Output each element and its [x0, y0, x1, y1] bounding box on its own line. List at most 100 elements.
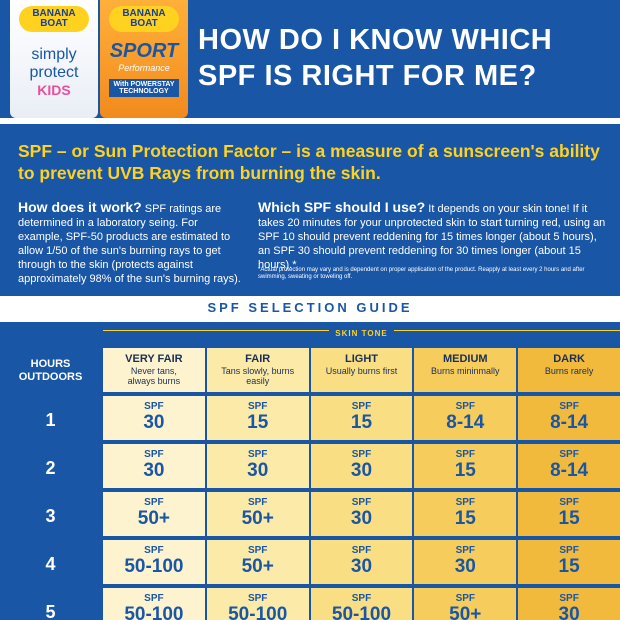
spf-value: 8-14 — [446, 412, 485, 433]
footnote: *Actual protection may vary and is depen… — [258, 267, 585, 280]
column-header: LIGHT Usually burns first — [310, 348, 413, 392]
spf-cell: SPF 30 — [103, 396, 205, 440]
column-header: VERY FAIR Never tans, always burns — [103, 348, 205, 392]
skin-tone-description: Burns mininmally — [431, 366, 500, 376]
logo: BANANA BOAT — [109, 6, 179, 32]
spf-value: 15 — [247, 412, 269, 433]
spf-label: SPF — [247, 449, 268, 460]
hours: 2 — [45, 458, 56, 478]
spf-label: SPF — [559, 545, 579, 556]
spf-cell: SPF 50-100 — [103, 588, 205, 620]
spf-value: 30 — [143, 412, 165, 433]
intro-band — [0, 124, 620, 296]
spf-cell: SPF 30 — [414, 540, 517, 584]
spf-value: 15 — [350, 412, 373, 433]
spf-value: 50+ — [241, 556, 274, 577]
spf-cell: SPF 8-14 — [518, 444, 620, 488]
spf-table: HOURS OUTDOORS VERY FAIR Never tans, alway… — [0, 348, 620, 620]
spf-label: SPF — [559, 449, 579, 460]
spf-value: 30 — [558, 604, 580, 620]
spf-cell: SPF 50-100 — [310, 588, 413, 620]
spf-cell: SPF 50+ — [206, 492, 309, 536]
spf-value: 15 — [558, 508, 580, 529]
spf-value: 30 — [143, 460, 165, 481]
product-name: Performance — [118, 63, 170, 73]
spf-cell: SPF 30 — [310, 492, 413, 536]
spf-label: SPF — [455, 401, 476, 412]
spf-label: SPF — [247, 545, 268, 556]
hours: 4 — [45, 554, 56, 574]
spf-label: SPF — [247, 497, 268, 508]
column-header: DARK Burns rarely — [518, 348, 620, 392]
guide-title: SPF SELECTION GUIDE — [207, 300, 413, 315]
product-name: KIDS — [37, 82, 71, 98]
spf-label: SPF — [351, 449, 372, 460]
spf-cell: SPF 50+ — [103, 492, 205, 536]
spf-label: SPF — [351, 497, 372, 508]
logo: BANANA BOAT — [19, 6, 89, 32]
spf-value: 8-14 — [550, 412, 589, 433]
spf-label: SPF — [559, 593, 579, 604]
right-column: Which SPF should I use? It depends on yo… — [258, 200, 608, 272]
spf-cell: SPF 30 — [518, 588, 620, 620]
spf-cell: SPF 30 — [310, 444, 413, 488]
skin-tone-label: SKIN TONE — [329, 329, 394, 338]
kids-bottle: BANANA BOAT simply protect KIDS — [10, 0, 98, 118]
spf-label: SPF — [455, 545, 476, 556]
skin-tone-name: DARK — [553, 353, 585, 365]
spf-label: SPF — [144, 449, 164, 460]
skin-tone-name: VERY FAIR — [125, 353, 183, 365]
spf-value: 50-100 — [124, 556, 184, 577]
hours: 5 — [45, 602, 56, 620]
spf-value: 50-100 — [228, 604, 288, 620]
spf-cell: SPF 30 — [206, 444, 309, 488]
headline: SPF – or Sun Protection Factor – is a me… — [18, 141, 600, 183]
spf-cell: SPF 50+ — [206, 540, 309, 584]
product-name: simply — [31, 46, 77, 63]
hours: 1 — [45, 410, 56, 430]
spf-label: SPF — [559, 401, 579, 412]
spf-value: 30 — [454, 556, 476, 577]
skin-tone-description: Burns rarely — [544, 366, 594, 376]
sport-bottle: BANANA BOAT SPORT Performance With POWER… — [100, 0, 188, 118]
spf-cell: SPF 15 — [310, 396, 413, 440]
skin-tone-name: MEDIUM — [442, 353, 488, 365]
column-header: FAIR Tans slowly, burns easily — [206, 348, 309, 392]
body: It depends on your skin tone! If it take… — [258, 203, 606, 271]
hours: 3 — [45, 506, 56, 526]
spf-value: 50-100 — [124, 604, 184, 620]
spf-label: SPF — [559, 497, 579, 508]
spf-label: SPF — [247, 401, 268, 412]
column-header: MEDIUM Burns mininmally — [414, 348, 517, 392]
spf-cell: SPF 15 — [414, 444, 517, 488]
spf-cell: SPF 15 — [206, 396, 309, 440]
product-name: SPORT — [109, 40, 179, 62]
spf-cell: SPF 8-14 — [414, 396, 517, 440]
hours-header: HOURS OUTDOORS — [18, 358, 83, 383]
spf-cell: SPF 30 — [310, 540, 413, 584]
left-column: How does it work? SPF ratings are determ… — [18, 200, 243, 286]
heading: Which SPF should I use? — [258, 199, 426, 215]
spf-value: 15 — [558, 556, 580, 577]
spf-cell: SPF 50+ — [414, 588, 517, 620]
spf-label: SPF — [455, 449, 476, 460]
spf-label: SPF — [351, 545, 372, 556]
skin-tone-name: FAIR — [245, 353, 271, 365]
spf-label: SPF — [144, 497, 164, 508]
spf-value: 8-14 — [550, 460, 589, 481]
spf-cell: SPF 50-100 — [103, 540, 205, 584]
spf-cell: SPF 15 — [518, 540, 620, 584]
spf-value: 50+ — [449, 604, 482, 620]
spf-cell: SPF 8-14 — [518, 396, 620, 440]
spf-label: SPF — [455, 497, 476, 508]
spf-value: 50-100 — [331, 604, 392, 620]
spf-label: SPF — [351, 593, 372, 604]
spf-cell: SPF 50-100 — [206, 588, 309, 620]
heading: How does it work? — [18, 199, 142, 215]
spf-label: SPF — [247, 593, 268, 604]
skin-tone-description: Tans slowly, burns easily — [221, 366, 295, 386]
skin-tone-name: LIGHT — [344, 353, 378, 365]
skin-tone-bracket: SKIN TONE — [103, 329, 620, 344]
spf-value: 30 — [350, 460, 373, 481]
